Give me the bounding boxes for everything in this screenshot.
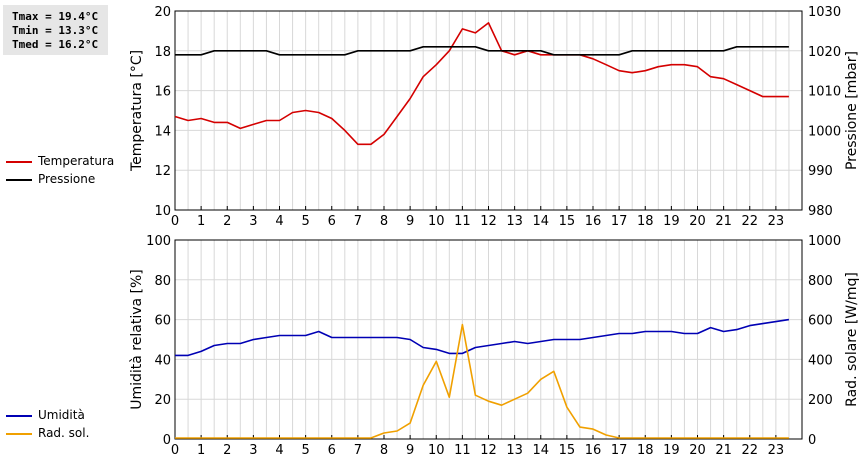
x-tick-label: 5: [301, 443, 309, 458]
y2-tick-label: 800: [808, 274, 833, 289]
legend-item-umidita: Umidità: [6, 408, 85, 422]
x-tick-label: 4: [275, 214, 283, 229]
y-axis-title-bottom: Umidità relativa [%]: [129, 269, 145, 410]
x-tick-label: 9: [406, 443, 414, 458]
x-tick-label: 15: [559, 443, 576, 458]
x-tick-label: 3: [249, 214, 257, 229]
x-tick-label: 0: [171, 443, 179, 458]
x-tick-label: 16: [585, 214, 602, 229]
x-tick-label: 2: [223, 443, 231, 458]
stat-tmax: Tmax = 19.4°C: [12, 10, 99, 23]
x-tick-label: 20: [689, 214, 706, 229]
x-tick-label: 11: [454, 443, 471, 458]
legend-label-umidita: Umidità: [38, 408, 85, 422]
y-tick-label: 40: [154, 353, 171, 368]
x-tick-label: 2: [223, 214, 231, 229]
x-tick-label: 9: [406, 214, 414, 229]
y-tick-label: 14: [154, 124, 171, 139]
x-tick-label: 8: [380, 214, 388, 229]
y2-tick-label: 1030: [808, 5, 841, 20]
series-line-umidit: [175, 318, 790, 357]
x-tick-label: 10: [428, 214, 445, 229]
x-tick-label: 20: [689, 443, 706, 458]
y-tick-label: 20: [154, 393, 171, 408]
x-tick-label: 14: [532, 214, 549, 229]
y2-tick-label: 1020: [808, 45, 841, 60]
legend-swatch-umidita: [6, 414, 32, 417]
y2-tick-label: 980: [808, 204, 833, 219]
legend-label-rad-sol: Rad. sol.: [38, 426, 90, 440]
y2-tick-label: 1000: [808, 124, 841, 139]
y-tick-label: 20: [154, 5, 171, 20]
legend-item-rad-sol: Rad. sol.: [6, 426, 89, 440]
x-tick-label: 3: [249, 443, 257, 458]
x-tick-label: 0: [171, 214, 179, 229]
x-tick-label: 12: [480, 214, 497, 229]
x-tick-label: 22: [741, 214, 758, 229]
x-tick-label: 10: [428, 443, 445, 458]
series-line-pressione: [175, 45, 789, 56]
x-tick-label: 19: [663, 443, 680, 458]
x-tick-label: 18: [637, 214, 654, 229]
y2-tick-label: 1010: [808, 85, 841, 100]
x-tick-label: 4: [275, 443, 283, 458]
x-tick-label: 14: [532, 443, 549, 458]
x-tick-label: 16: [585, 443, 602, 458]
legend-swatch-pressione: [6, 178, 32, 181]
legend-item-temperatura: Temperatura: [6, 154, 114, 168]
y-tick-label: 10: [154, 204, 171, 219]
y-tick-label: 0: [163, 433, 171, 448]
y-tick-label: 100: [146, 234, 171, 249]
legend-swatch-temperatura: [6, 160, 32, 163]
stats-box: Tmax = 19.4°C Tmin = 13.3°C Tmed = 16.2°…: [3, 5, 108, 55]
x-tick-label: 19: [663, 214, 680, 229]
x-tick-label: 17: [611, 214, 628, 229]
stat-tmed: Tmed = 16.2°C: [12, 38, 99, 51]
legend-swatch-rad-sol: [6, 432, 32, 435]
x-tick-label: 13: [506, 443, 523, 458]
x-tick-label: 6: [328, 214, 336, 229]
y-tick-label: 60: [154, 314, 171, 329]
y-tick-label: 80: [154, 274, 171, 289]
y2-tick-label: 600: [808, 314, 833, 329]
x-tick-label: 12: [480, 443, 497, 458]
y2-tick-label: 400: [808, 353, 833, 368]
y-tick-label: 18: [154, 45, 171, 60]
x-tick-label: 13: [506, 214, 523, 229]
x-tick-label: 6: [328, 443, 336, 458]
legend-label-temperatura: Temperatura: [38, 154, 115, 168]
y-tick-label: 16: [154, 85, 171, 100]
series-line-rad-sol: [175, 323, 789, 439]
x-tick-label: 1: [197, 443, 205, 458]
y2-tick-label: 0: [808, 433, 816, 448]
x-tick-label: 18: [637, 443, 654, 458]
series-line-temperatura: [174, 22, 789, 146]
x-tick-label: 22: [741, 443, 758, 458]
x-tick-label: 8: [380, 443, 388, 458]
x-tick-label: 11: [454, 214, 471, 229]
y2-tick-label: 990: [808, 164, 833, 179]
y2-tick-label: 1000: [808, 234, 841, 249]
x-tick-label: 5: [301, 214, 309, 229]
y-axis-title-top: Temperatura [°C]: [129, 50, 145, 172]
x-tick-label: 1: [197, 214, 205, 229]
y2-axis-title-top: Pressione [mbar]: [844, 51, 860, 170]
y2-axis-title-bottom: Rad. solare [W/mq]: [844, 272, 860, 407]
x-tick-label: 21: [715, 214, 732, 229]
legend-label-pressione: Pressione: [38, 172, 96, 186]
x-tick-label: 17: [611, 443, 628, 458]
y-tick-label: 12: [154, 164, 171, 179]
x-tick-label: 7: [354, 214, 362, 229]
y2-tick-label: 200: [808, 393, 833, 408]
x-tick-label: 23: [768, 214, 785, 229]
stat-tmin: Tmin = 13.3°C: [12, 24, 99, 37]
x-tick-label: 21: [715, 443, 732, 458]
x-tick-label: 23: [768, 443, 785, 458]
x-tick-label: 15: [559, 214, 576, 229]
x-tick-label: 7: [354, 443, 362, 458]
legend-item-pressione: Pressione: [6, 172, 95, 186]
